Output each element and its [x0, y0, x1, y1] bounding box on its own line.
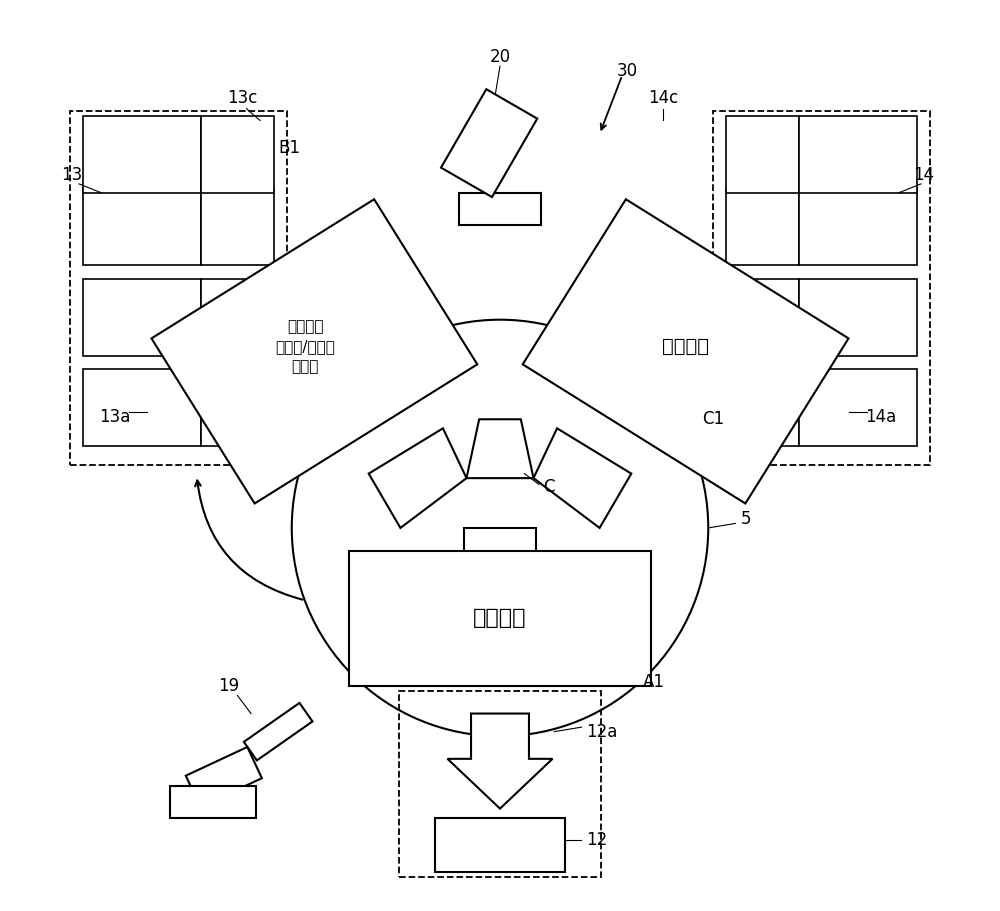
Polygon shape: [435, 818, 565, 872]
Text: 12a: 12a: [586, 722, 617, 741]
Polygon shape: [201, 279, 274, 356]
Text: 14: 14: [913, 166, 935, 184]
Polygon shape: [83, 370, 201, 446]
Polygon shape: [523, 200, 849, 504]
Polygon shape: [799, 189, 917, 265]
Polygon shape: [464, 528, 536, 555]
Text: 二次成形
风切声/漏光应
对成形: 二次成形 风切声/漏光应 对成形: [275, 320, 335, 374]
Text: 13c: 13c: [227, 89, 257, 107]
Polygon shape: [83, 116, 201, 193]
Circle shape: [292, 320, 708, 736]
Polygon shape: [534, 428, 631, 528]
Text: 13a: 13a: [99, 407, 131, 425]
Polygon shape: [799, 116, 917, 193]
Text: 30: 30: [616, 62, 637, 79]
Text: 5: 5: [741, 510, 752, 527]
Polygon shape: [726, 279, 799, 356]
Polygon shape: [459, 193, 541, 225]
Text: 壳体成形: 壳体成形: [473, 609, 527, 629]
Text: 12: 12: [586, 832, 607, 849]
Polygon shape: [447, 713, 553, 809]
Text: 14a: 14a: [865, 407, 896, 425]
Text: A1: A1: [643, 673, 665, 691]
Polygon shape: [201, 189, 274, 265]
Text: 13: 13: [61, 166, 82, 184]
Polygon shape: [151, 200, 477, 504]
Text: 19: 19: [218, 678, 239, 695]
Polygon shape: [726, 116, 799, 193]
Polygon shape: [726, 189, 799, 265]
Polygon shape: [799, 370, 917, 446]
Text: 14c: 14c: [648, 89, 678, 107]
Polygon shape: [83, 279, 201, 356]
Text: 20: 20: [489, 48, 511, 67]
Polygon shape: [799, 279, 917, 356]
Polygon shape: [244, 703, 312, 761]
Text: C: C: [543, 478, 555, 496]
Polygon shape: [369, 428, 466, 528]
Polygon shape: [83, 189, 201, 265]
Polygon shape: [726, 370, 799, 446]
Polygon shape: [349, 550, 651, 686]
Polygon shape: [201, 116, 274, 193]
Polygon shape: [441, 89, 537, 197]
Text: C1: C1: [702, 410, 724, 428]
Polygon shape: [170, 786, 256, 818]
Polygon shape: [186, 747, 262, 807]
Polygon shape: [201, 370, 274, 446]
Polygon shape: [466, 419, 534, 478]
Text: B1: B1: [278, 138, 300, 157]
Text: 透镜成形: 透镜成形: [662, 337, 709, 356]
